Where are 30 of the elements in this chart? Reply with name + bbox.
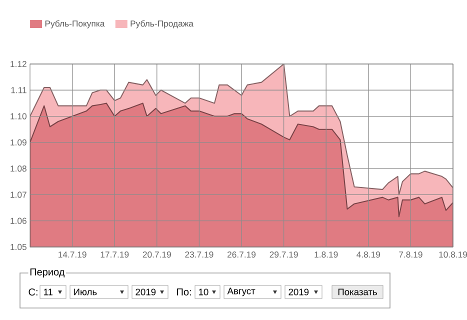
text: Период — [30, 268, 65, 278]
x-tick-label: 20.7.19 — [142, 251, 171, 258]
text: 10 — [198, 288, 208, 296]
x-tick-label: 4.8.19 — [356, 251, 380, 258]
x-tick-label: 17.7.19 — [100, 251, 129, 258]
x-tick-label: 7.8.19 — [399, 251, 422, 258]
x-tick-label: 10.8.19 — [439, 251, 467, 258]
text: С: — [28, 288, 38, 296]
x-tick-label: 26.7.19 — [227, 251, 256, 258]
x-tick-label: 1.8.19 — [314, 251, 338, 258]
text: Июль — [74, 288, 97, 296]
y-tick-label: 1.12 — [10, 60, 26, 68]
legend-label: Рубль-Продажа — [130, 20, 194, 28]
y-tick-label: 1.08 — [10, 166, 26, 172]
text: 2019 — [136, 288, 156, 296]
x-tick-label: 29.7.19 — [270, 251, 298, 258]
y-tick-label: 1.09 — [10, 139, 26, 146]
y-tick-label: 1.05 — [10, 244, 26, 250]
text: Август — [227, 288, 256, 296]
y-tick-label: 1.11 — [11, 87, 26, 94]
y-tick-label: 1.07 — [10, 192, 26, 198]
legend-label: Рубль-Покупка — [45, 20, 105, 28]
x-tick-label: 23.7.19 — [185, 251, 214, 258]
x-tick-label: 14.7.19 — [58, 251, 86, 258]
text: 2019 — [288, 288, 309, 296]
text: Показать — [338, 288, 377, 296]
y-tick-label: 1.06 — [10, 218, 26, 224]
text: 11 — [44, 288, 52, 296]
y-tick-label: 1.10 — [10, 113, 27, 120]
text: По: — [177, 288, 191, 296]
